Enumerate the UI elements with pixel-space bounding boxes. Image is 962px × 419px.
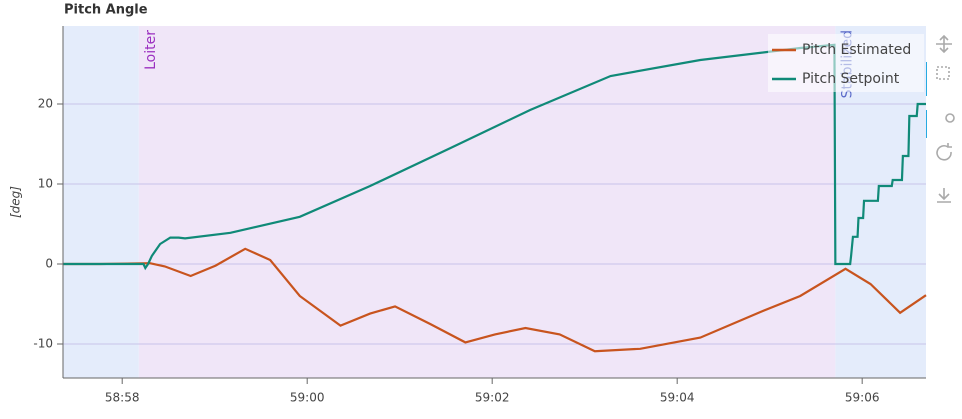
box-zoom-tool[interactable] [936, 66, 950, 80]
toolbar [925, 34, 955, 203]
legend-label: Pitch Setpoint [802, 71, 900, 87]
y-tick-label: 0 [45, 257, 53, 271]
x-tick-label: 59:06 [845, 391, 880, 405]
save-tool[interactable] [937, 188, 951, 203]
chart-title: Pitch Angle [64, 3, 148, 18]
mode-label: Loiter [143, 30, 159, 70]
y-tick-label: -10 [33, 337, 53, 351]
mode-region [138, 26, 836, 378]
legend: Pitch Estimated Pitch Setpoint [768, 34, 924, 92]
series-line [63, 247, 927, 353]
legend-box [768, 34, 924, 92]
mode-region [63, 26, 139, 378]
wheel-zoom-tool[interactable] [945, 113, 955, 123]
x-tick-label: 58:58 [105, 391, 140, 405]
legend-label: Pitch Estimated [802, 42, 911, 58]
series-line [63, 43, 926, 271]
y-tick-label: 20 [38, 97, 53, 111]
x-tick-label: 59:00 [290, 391, 325, 405]
x-tick-label: 59:02 [475, 391, 510, 405]
pan-tool[interactable] [936, 34, 952, 54]
plot-area: LoiterStabilized [63, 26, 927, 378]
y-axis-label: [deg] [9, 186, 23, 218]
reset-tool[interactable] [936, 143, 952, 161]
y-tick-label: 10 [38, 177, 53, 191]
x-tick-label: 59:04 [660, 391, 695, 405]
